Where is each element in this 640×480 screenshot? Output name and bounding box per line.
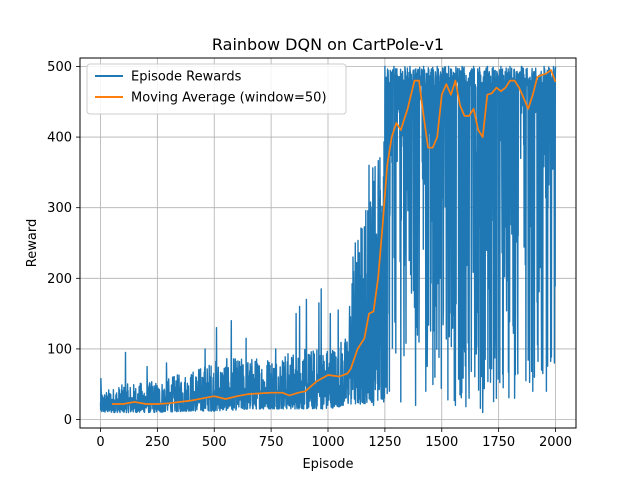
x-tick-label: 750 <box>259 435 284 450</box>
x-tick-label: 1000 <box>311 435 344 450</box>
y-tick-label: 500 <box>47 60 72 75</box>
y-tick-label: 400 <box>47 131 72 146</box>
legend-label: Episode Rewards <box>131 70 242 85</box>
y-tick-label: 100 <box>47 342 72 357</box>
y-tick-label: 0 <box>64 413 72 428</box>
y-tick-label: 300 <box>47 201 72 216</box>
legend: Episode Rewards Moving Average (window=50… <box>86 63 347 115</box>
chart-title: Rainbow DQN on CartPole-v1 <box>212 35 444 54</box>
plot-area <box>99 65 557 414</box>
x-tick-label: 250 <box>145 435 170 450</box>
y-tick-label: 200 <box>47 272 72 287</box>
x-tick-label: 1250 <box>368 435 401 450</box>
x-tick-label: 0 <box>96 435 104 450</box>
x-tick-label: 1750 <box>482 435 515 450</box>
series-line-1 <box>111 69 557 405</box>
x-axis-label: Episode <box>302 457 353 472</box>
series-line-0 <box>99 65 557 414</box>
legend-label: Moving Average (window=50) <box>131 91 327 106</box>
axis-ticks: 0 250 500 750 1000 1250 1500 1750 2000 0 100 200 300… <box>47 60 572 450</box>
y-axis-label: Reward <box>25 219 40 267</box>
legend-box <box>86 63 347 115</box>
x-tick-label: 1500 <box>425 435 458 450</box>
x-tick-label: 500 <box>202 435 227 450</box>
x-tick-label: 2000 <box>539 435 572 450</box>
